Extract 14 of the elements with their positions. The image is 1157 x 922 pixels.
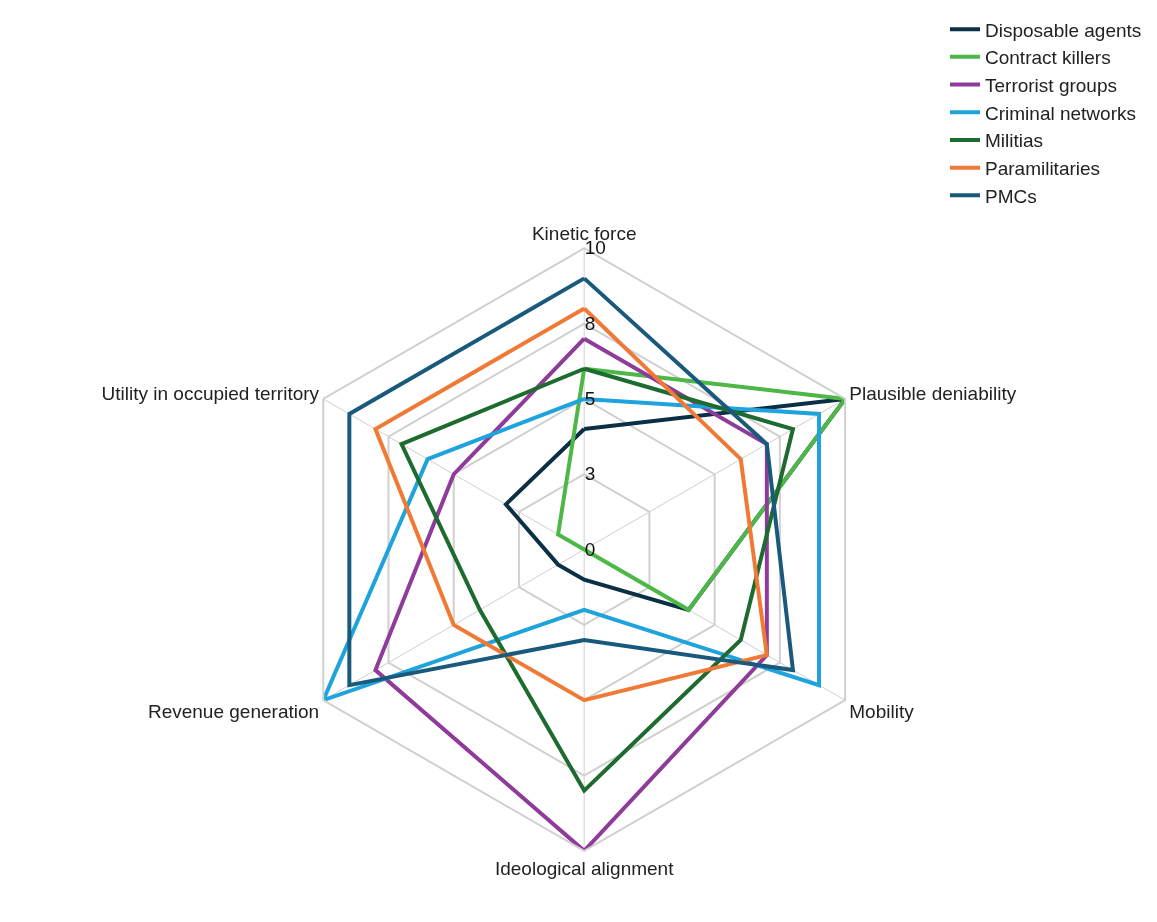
y-tick-label: 8 <box>584 312 596 334</box>
legend-label: Militias <box>985 130 1044 152</box>
legend-label: PMCs <box>985 185 1037 207</box>
spoke-label: Plausible deniability <box>849 383 1017 405</box>
y-tick-label: 3 <box>584 463 596 485</box>
spoke-label: Utility in occupied territory <box>101 383 320 405</box>
spoke-label: Revenue generation <box>147 700 320 722</box>
legend-label: Criminal networks <box>985 102 1136 124</box>
spoke-label: Ideological alignment <box>494 857 675 879</box>
legend-label: Contract killers <box>985 47 1111 69</box>
legend-label: Paramilitaries <box>985 158 1101 180</box>
spoke-label: Mobility <box>849 700 915 722</box>
legend-label: Disposable agents <box>985 19 1142 41</box>
legend-label: Terrorist groups <box>985 74 1117 96</box>
